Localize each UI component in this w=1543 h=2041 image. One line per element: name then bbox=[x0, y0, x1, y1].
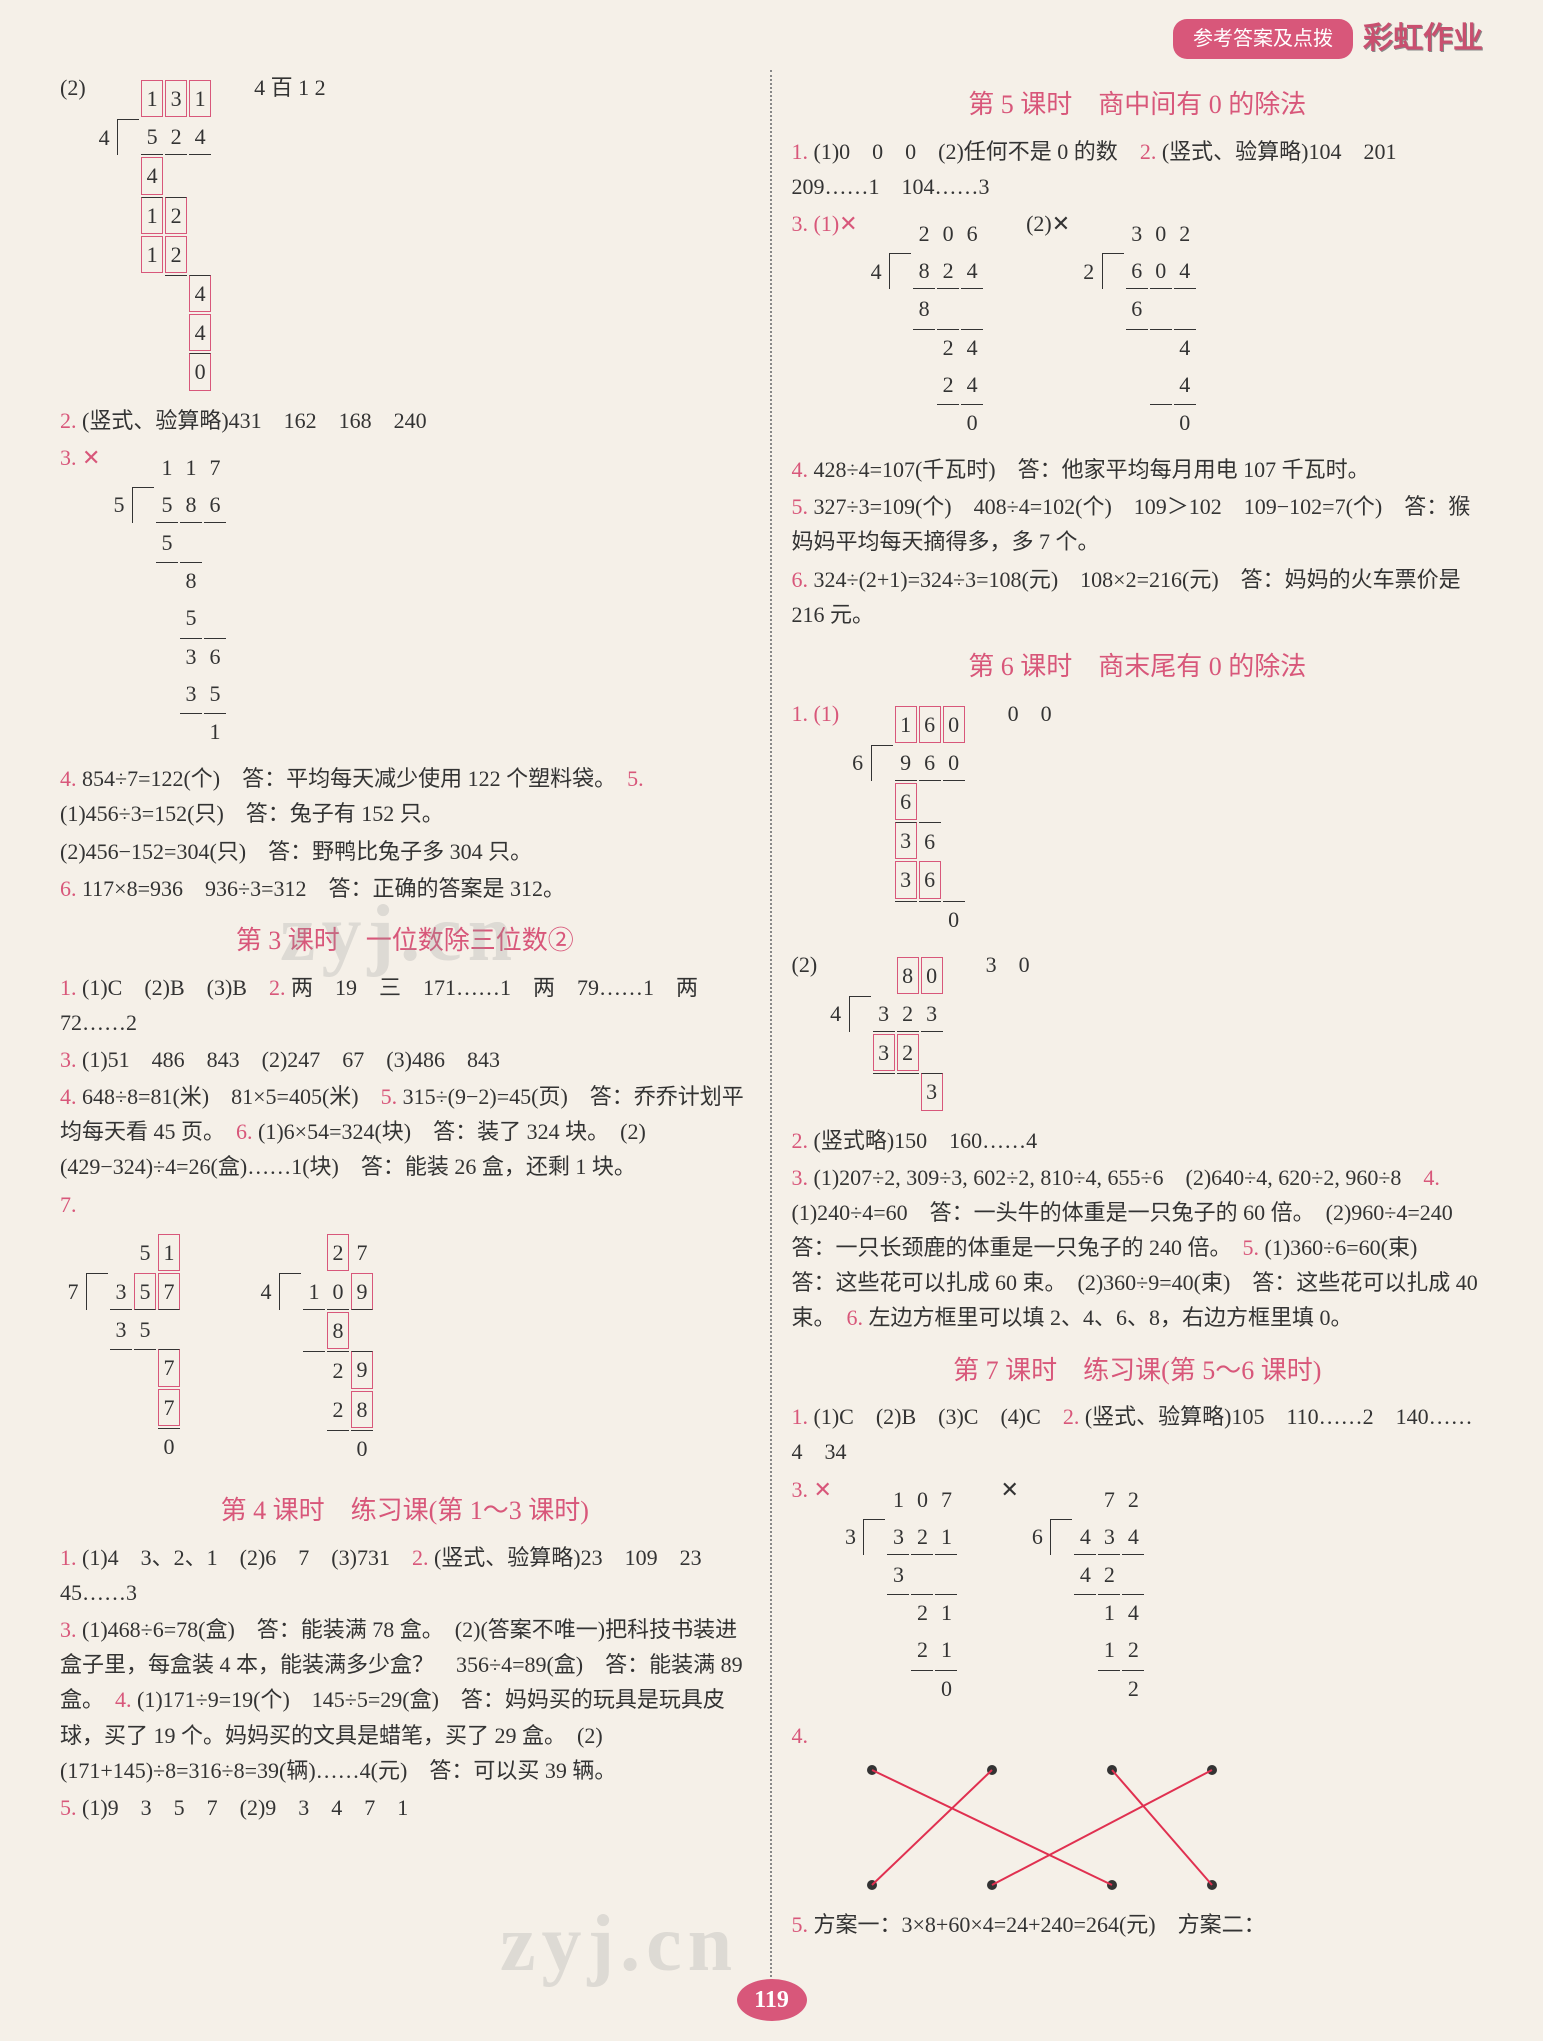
longdiv-5a: 206 4824 8 24 24 0 bbox=[863, 214, 985, 442]
longdiv-7a-r: 107 3321 3 21 21 0 bbox=[837, 1480, 959, 1708]
s5-l5: 5. 327÷3=109(个) 408÷4=102(个) 109＞102 109… bbox=[792, 489, 1484, 559]
s6-q1b-text: 3 0 bbox=[986, 952, 1030, 977]
q2-prefix: (2) bbox=[60, 75, 86, 100]
s5-q3: 3. (1)✕ 206 4824 8 24 24 0 (2)✕ 302 2604… bbox=[792, 206, 1484, 450]
s6-q1a-text: 0 0 bbox=[1008, 701, 1052, 726]
badge-logo: 彩虹作业 bbox=[1363, 15, 1483, 63]
left-column: (2) 131 4524 4 12 12 4 4 0 4 百 1 2 2. (竖… bbox=[40, 70, 772, 2001]
page-number: 119 bbox=[737, 1979, 807, 2021]
right-column: 第 5 课时 商中间有 0 的除法 1. (1)0 0 0 (2)任何不是 0 … bbox=[772, 70, 1504, 2001]
s7-q3: 3. ✕ 107 3321 3 21 21 0 ✕ 72 6434 42 14 … bbox=[792, 1472, 1484, 1716]
match-lines-svg bbox=[832, 1755, 1232, 1905]
section3-title: 第 3 课时 一位数除三位数② bbox=[60, 920, 750, 962]
s7-q4: 4. bbox=[792, 1718, 1484, 1753]
s3-l3: 3. (1)51 486 843 (2)247 67 (3)486 843 bbox=[60, 1042, 750, 1077]
longdiv-7a: 51 7357 35 7 7 0 bbox=[60, 1232, 182, 1466]
q3-block: 3. ✕ 117 5586 5 8 5 36 35 1 bbox=[60, 440, 750, 760]
s6-q1b: (2) 80 4323 32 3 3 0 bbox=[792, 947, 1484, 1121]
badge-pill: 参考答案及点拨 bbox=[1173, 19, 1353, 59]
s4-l1: 1. (1)4 3、2、1 (2)6 7 (3)731 2. (竖式、验算略)2… bbox=[60, 1540, 750, 1610]
longdiv-7b: 27 4109 8 29 28 0 bbox=[253, 1232, 375, 1468]
s3-l1: 1. (1)C (2)B (3)B 2. 两 19 三 171……1 两 79…… bbox=[60, 970, 750, 1040]
s5-q3b: (2)✕ bbox=[1026, 211, 1070, 236]
longdiv-5b: 302 2604 6 4 4 0 bbox=[1076, 214, 1198, 442]
s6-q1a: 1. (1) 160 6960 6 36 36 0 0 0 bbox=[792, 696, 1484, 947]
q3-prefix: 3. ✕ bbox=[60, 445, 100, 470]
s5-l6: 6. 324÷(2+1)=324÷3=108(元) 108×2=216(元) 答… bbox=[792, 562, 1484, 632]
line-4: 4. 854÷7=122(个) 答：平均每天减少使用 122 个塑料袋。 5. … bbox=[60, 761, 750, 831]
s3-q7: 7. bbox=[60, 1187, 750, 1222]
section7-title: 第 7 课时 练习课(第 5～6 课时) bbox=[792, 1350, 1484, 1392]
header-badge: 参考答案及点拨 彩虹作业 bbox=[1173, 15, 1483, 63]
s3-l4: 4. 648÷8=81(米) 81×5=405(米) 5. 315÷(9−2)=… bbox=[60, 1079, 750, 1185]
s4-l5: 5. (1)9 3 5 7 (2)9 3 4 7 1 bbox=[60, 1790, 750, 1825]
s6-l3: 3. (1)207÷2, 309÷3, 602÷2, 810÷4, 655÷6 … bbox=[792, 1160, 1484, 1336]
longdiv-q3: 117 5586 5 8 5 36 35 1 bbox=[106, 448, 228, 752]
longdiv-7b-r: 72 6434 42 14 12 2 bbox=[1024, 1480, 1146, 1708]
line-6: 6. 117×8=936 936÷3=312 答：正确的答案是 312。 bbox=[60, 871, 750, 906]
page-content: (2) 131 4524 4 12 12 4 4 0 4 百 1 2 2. (竖… bbox=[0, 0, 1543, 2041]
s7-l5: 5. 方案一：3×8+60×4=24+240=264(元) 方案二： bbox=[792, 1907, 1484, 1942]
s4-l3: 3. (1)468÷6=78(盒) 答：能装满 78 盒。 (2)(答案不唯一)… bbox=[60, 1612, 750, 1788]
q7-divs: 51 7357 35 7 7 0 27 4109 8 29 28 0 bbox=[60, 1224, 750, 1476]
section6-title: 第 6 课时 商末尾有 0 的除法 bbox=[792, 646, 1484, 688]
line-2: 2. (竖式、验算略)431 162 168 240 bbox=[60, 403, 750, 438]
s7-l1: 1. (1)C (2)B (3)C (4)C 2. (竖式、验算略)105 11… bbox=[792, 1399, 1484, 1469]
longdiv-6b: 80 4323 32 3 bbox=[823, 955, 945, 1113]
s5-q3a: 3. (1)✕ bbox=[792, 211, 858, 236]
longdiv-q2: 131 4524 4 12 12 4 4 0 bbox=[91, 78, 213, 393]
s5-l4: 4. 428÷4=107(千瓦时) 答：他家平均每月用电 107 千瓦时。 bbox=[792, 452, 1484, 487]
section5-title: 第 5 课时 商中间有 0 的除法 bbox=[792, 84, 1484, 126]
s6-l2: 2. (竖式略)150 160……4 bbox=[792, 1123, 1484, 1158]
longdiv-6a: 160 6960 6 36 36 0 bbox=[845, 704, 967, 939]
section4-title: 第 4 课时 练习课(第 1～3 课时) bbox=[60, 1490, 750, 1532]
q2-result: 4 百 1 2 bbox=[254, 75, 326, 100]
q2-block: (2) 131 4524 4 12 12 4 4 0 4 百 1 2 bbox=[60, 70, 750, 401]
line-5b: (2)456−152=304(只) 答：野鸭比兔子多 304 只。 bbox=[60, 834, 750, 869]
cross-match-diagram bbox=[832, 1755, 1232, 1905]
s5-l1: 1. (1)0 0 0 (2)任何不是 0 的数 2. (竖式、验算略)104 … bbox=[792, 134, 1484, 204]
